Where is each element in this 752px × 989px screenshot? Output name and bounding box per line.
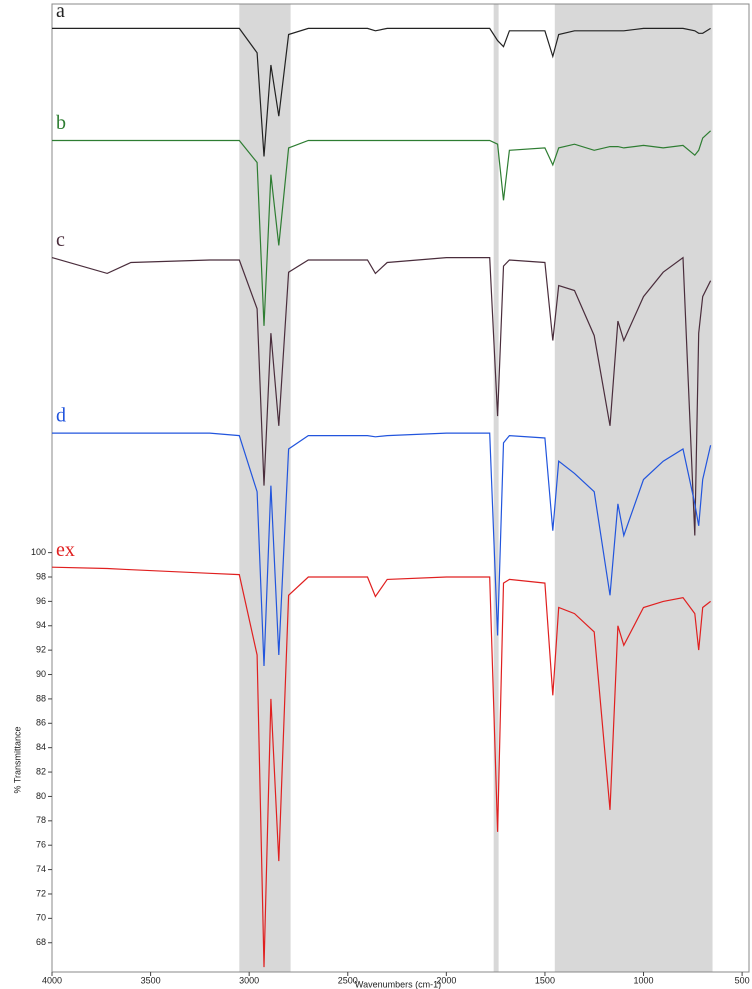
spectrum-line	[51, 256, 712, 536]
y-tick-label: 80	[36, 791, 46, 801]
y-tick-label: 68	[36, 937, 46, 947]
y-axis-label: % Transmittance	[12, 726, 22, 793]
plot-frame	[51, 3, 750, 973]
spectrum-line	[52, 130, 712, 326]
y-tick-label: 76	[36, 840, 46, 850]
x-tick-label: 2000	[436, 975, 456, 985]
y-tick-label: 78	[36, 815, 46, 825]
x-tick-label: 2500	[338, 975, 358, 985]
y-tick-label: 94	[36, 620, 46, 630]
y-tick-label: 92	[36, 645, 46, 655]
shaded-region	[493, 4, 499, 972]
series-label: ex	[56, 539, 75, 561]
series-label: c	[56, 229, 65, 251]
y-tick-label: 84	[36, 742, 46, 752]
x-tick-label: 1500	[535, 975, 555, 985]
y-tick-label: 98	[36, 571, 46, 581]
y-tick-label: 86	[36, 718, 46, 728]
spectrum-line	[52, 432, 712, 667]
y-tick-label: 88	[36, 693, 46, 703]
x-tick-label: 4000	[42, 975, 62, 985]
spectrum-line	[52, 27, 711, 157]
y-tick-label: 96	[36, 596, 46, 606]
x-tick-label: 3500	[141, 975, 161, 985]
shaded-region	[239, 4, 291, 972]
y-tick-label: 70	[36, 913, 46, 923]
spectrum-line	[51, 566, 711, 968]
y-tick-label: 82	[36, 766, 46, 776]
y-tick-label: 74	[36, 864, 46, 874]
series-label: d	[56, 405, 66, 427]
y-tick-label: 90	[36, 669, 46, 679]
series-label: b	[56, 112, 66, 134]
x-axis-label: Wavenumbers (cm-1)	[355, 979, 441, 989]
x-tick-label: 3000	[239, 975, 259, 985]
y-tick-label: 100	[31, 547, 46, 557]
x-tick-label: 500	[735, 975, 750, 985]
shaded-region	[554, 4, 713, 972]
series-label: a	[56, 0, 65, 22]
y-tick-label: 72	[36, 888, 46, 898]
x-tick-label: 1000	[634, 975, 654, 985]
